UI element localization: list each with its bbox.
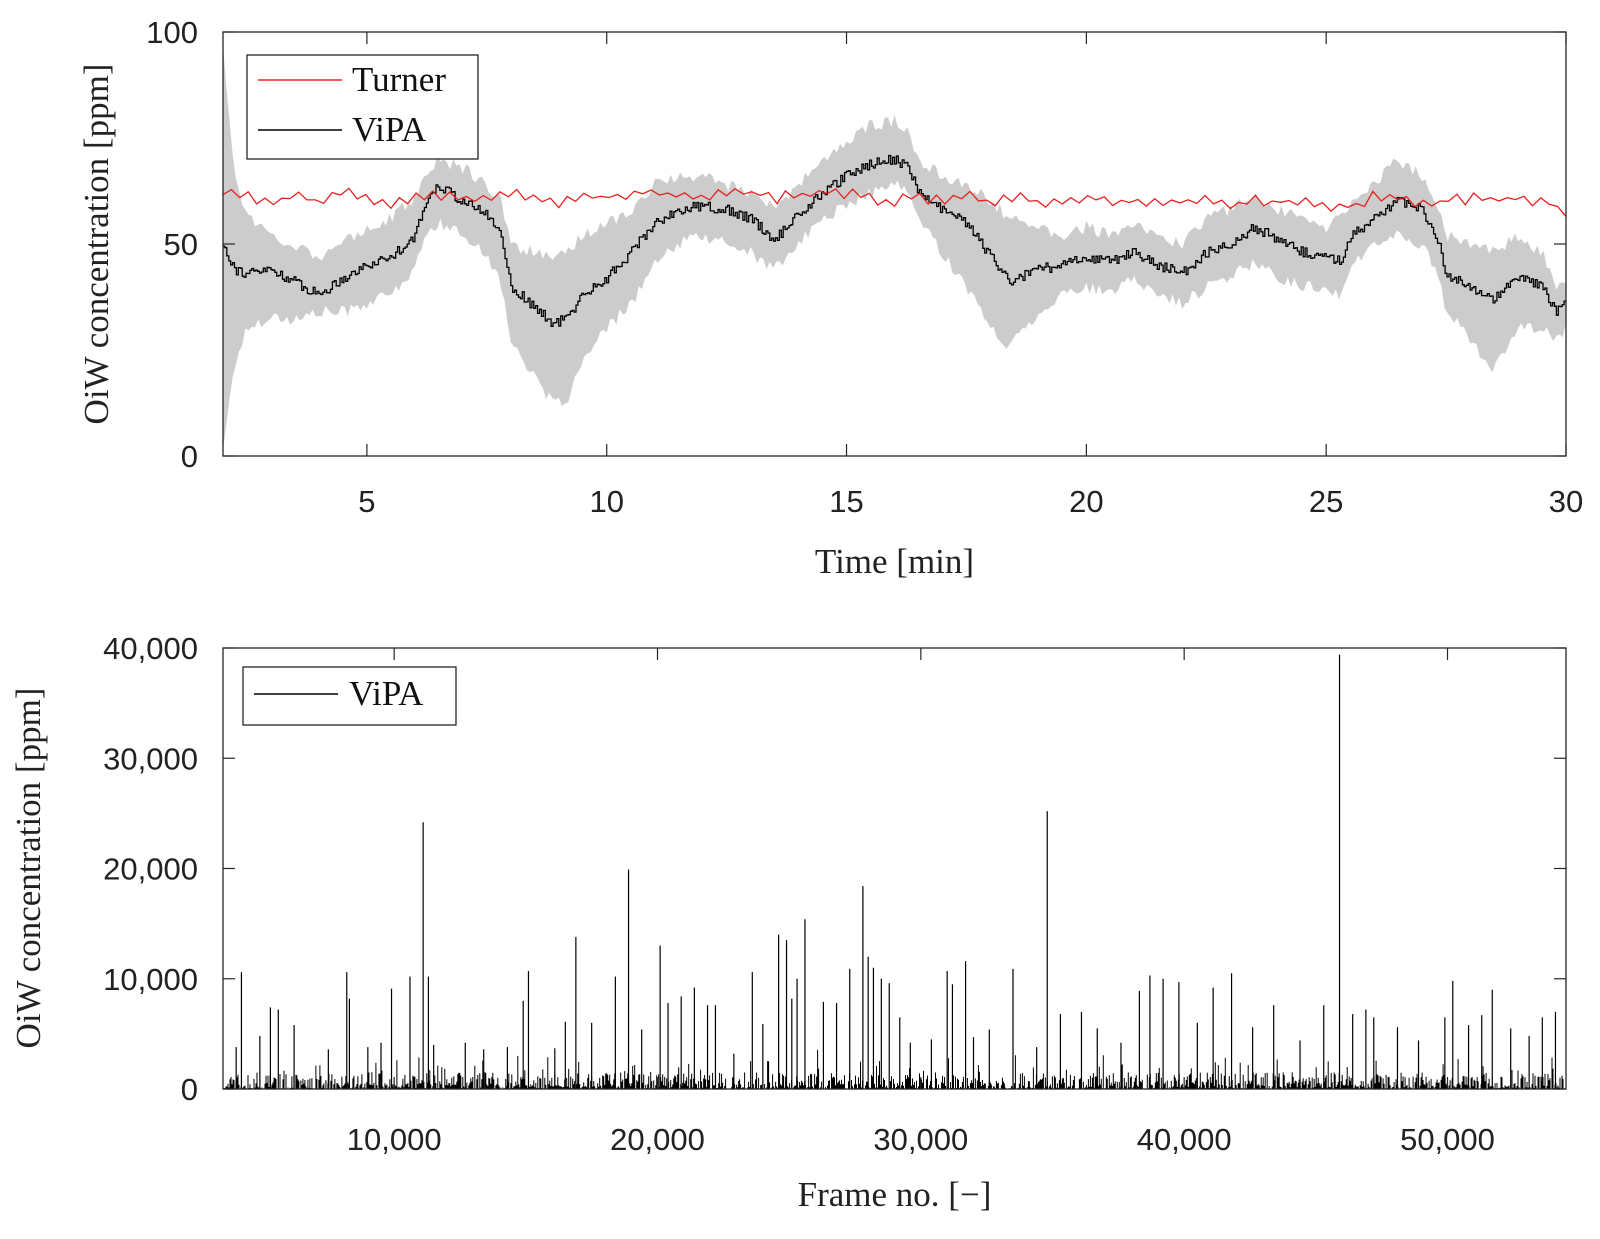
bottom-x-tick-label: 10,000 xyxy=(347,1122,442,1157)
top-tick-marks xyxy=(223,31,1567,457)
bottom-x-tick-label: 40,000 xyxy=(1137,1122,1232,1157)
top-x-axis-title: Time [min] xyxy=(815,542,974,581)
top-x-tick-label: 20 xyxy=(1069,484,1103,519)
top-y-tick-label: 100 xyxy=(146,15,198,50)
top-plot-area xyxy=(222,44,1567,451)
top-y-axis-title: OiW concentration [ppm] xyxy=(77,64,116,425)
legend-label-turner: Turner xyxy=(352,60,446,99)
bottom-x-tick-label: 30,000 xyxy=(873,1122,968,1157)
vipa-uncertainty-band xyxy=(223,44,1566,451)
legend-label-vipa-bottom: ViPA xyxy=(349,674,424,713)
top-x-tick-label: 15 xyxy=(829,484,863,519)
top-x-tick-label: 30 xyxy=(1549,484,1583,519)
top-x-tick-label: 25 xyxy=(1309,484,1343,519)
bottom-y-tick-label: 30,000 xyxy=(103,741,198,776)
bottom-legend-box xyxy=(242,666,457,726)
bottom-legend: ViPA xyxy=(242,666,457,726)
bottom-y-tick-label: 20,000 xyxy=(103,852,198,887)
bottom-x-tick-label: 50,000 xyxy=(1400,1122,1495,1157)
bottom-y-tick-label: 40,000 xyxy=(103,631,198,666)
bottom-x-axis-title: Frame no. [−] xyxy=(798,1175,992,1214)
top-legend-box xyxy=(246,54,479,160)
bottom-tick-marks xyxy=(223,647,1566,1090)
vipa-series-line xyxy=(223,154,1567,327)
top-y-tick-label: 50 xyxy=(164,227,198,262)
bottom-y-tick-label: 0 xyxy=(181,1072,198,1107)
top-x-tick-label: 5 xyxy=(358,484,375,519)
bottom-y-tick-label: 10,000 xyxy=(103,962,198,997)
bottom-chart: 10,000 20,000 30,000 40,000 50,000 0 10,000 20,… xyxy=(9,631,1567,1214)
bottom-x-tick-label: 20,000 xyxy=(610,1122,705,1157)
top-y-tick-label: 0 xyxy=(181,439,198,474)
bottom-tick-labels: 10,000 20,000 30,000 40,000 50,000 0 10,000 20,… xyxy=(103,631,1495,1157)
top-chart: 5 10 15 20 25 30 0 50 100 Time [min] OiW concent… xyxy=(77,15,1583,581)
top-tick-labels: 5 10 15 20 25 30 0 50 100 xyxy=(146,15,1583,519)
top-legend: Turner ViPA xyxy=(246,54,479,160)
turner-series-line xyxy=(222,187,1567,218)
legend-label-vipa: ViPA xyxy=(352,110,427,149)
bottom-y-axis-title: OiW concentration [ppm] xyxy=(9,688,48,1049)
top-x-tick-label: 10 xyxy=(589,484,623,519)
